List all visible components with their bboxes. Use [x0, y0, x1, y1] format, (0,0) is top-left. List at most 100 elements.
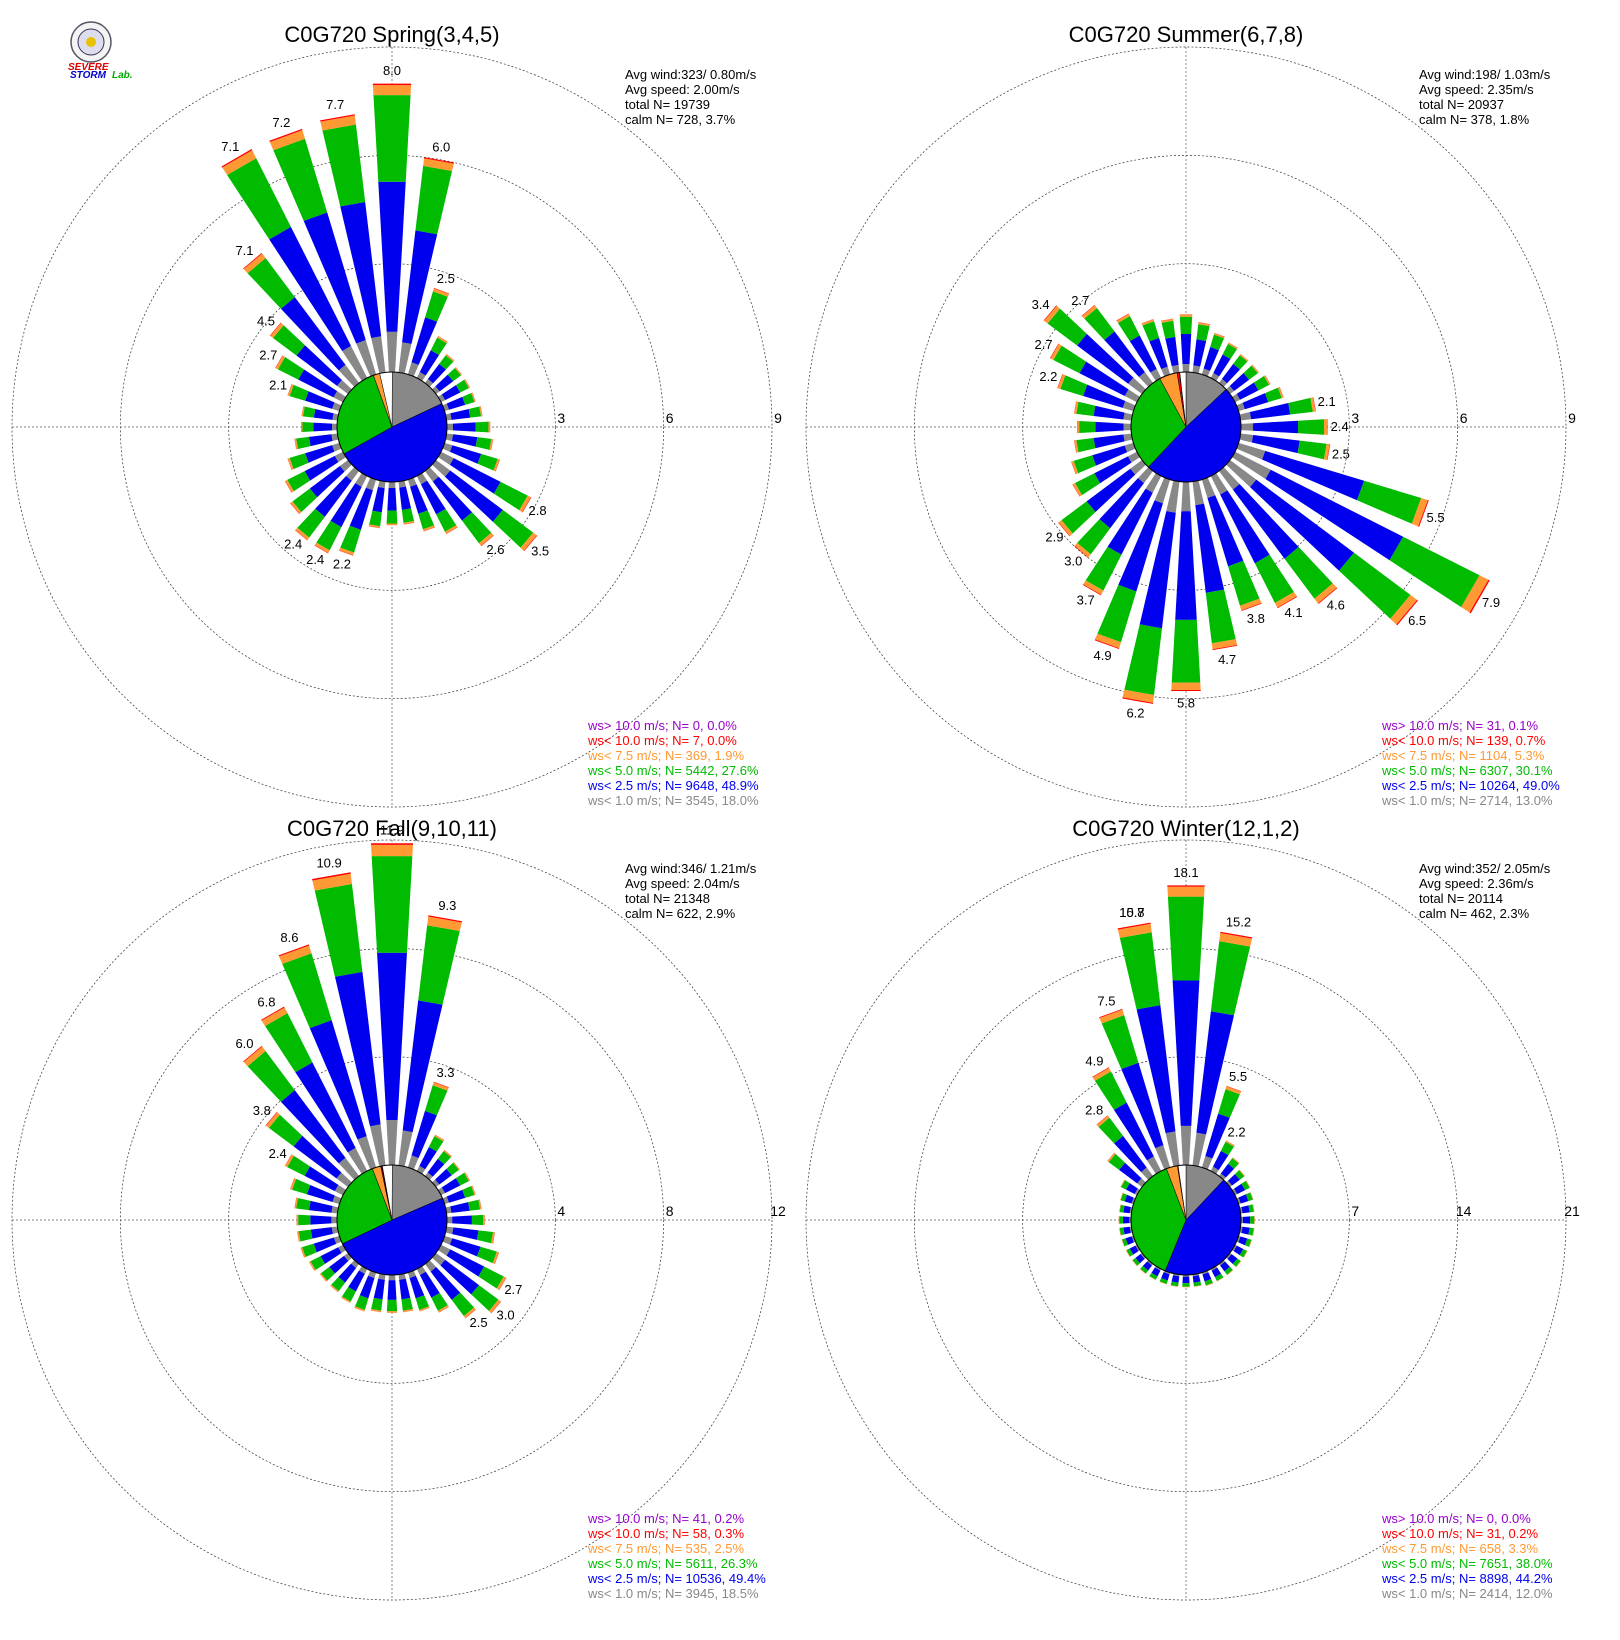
- petal-segment: [419, 1271, 440, 1298]
- ring-label: 21: [1564, 1203, 1580, 1219]
- petal-segment: [430, 1267, 461, 1300]
- petal-segment: [1193, 1285, 1202, 1287]
- petal-segment: [1214, 1273, 1224, 1282]
- petal-segment: [282, 953, 332, 1029]
- petal-segment: [519, 495, 531, 513]
- stat-line: Avg speed: 2.00m/s: [625, 82, 740, 97]
- petal-segment: [1198, 322, 1211, 325]
- petal-segment: [275, 355, 283, 369]
- petal-segment: [1099, 1009, 1125, 1024]
- petal-segment: [1044, 305, 1060, 324]
- petal-segment: [269, 130, 305, 151]
- petal-segment: [370, 1310, 382, 1313]
- petal-segment: [270, 322, 284, 338]
- petal-segment: [1120, 1180, 1130, 1190]
- petal-segment: [334, 451, 346, 463]
- petal-segment: [269, 128, 303, 142]
- logo-text-lab: Lab.: [112, 70, 133, 81]
- petal-segment: [287, 383, 292, 396]
- petal-segment: [331, 1206, 339, 1214]
- petal-segment: [338, 1157, 360, 1180]
- petal-segment: [1203, 346, 1219, 371]
- petal-segment: [438, 1244, 451, 1256]
- petal-segment: [1182, 1276, 1190, 1284]
- petal-segment: [1192, 1132, 1207, 1167]
- petal-segment: [1310, 397, 1316, 412]
- petal-segment: [455, 379, 469, 393]
- petal-label: 15.8: [1119, 905, 1144, 920]
- petal-segment: [1159, 1281, 1167, 1285]
- panel-title: C0G720 Fall(9,10,11): [287, 816, 497, 841]
- petal-segment: [493, 458, 500, 472]
- petal-segment: [1242, 393, 1269, 410]
- petal-segment: [1213, 333, 1225, 339]
- petal-segment: [478, 1266, 504, 1289]
- petal-segment: [373, 95, 411, 182]
- wind-rose-panel-2: C0G720 Summer(6,7,8) 3 6 9 2.1 2.4 2.5 5.5 7.9 6.…: [805, 22, 1576, 808]
- petal-segment: [332, 1195, 342, 1205]
- petal-segment: [1252, 1204, 1255, 1212]
- petal-label: 3.3: [436, 1065, 454, 1080]
- petal-segment: [1220, 931, 1253, 939]
- petal-segment: [472, 392, 476, 402]
- petal-segment: [1104, 331, 1145, 377]
- petal-segment: [1226, 459, 1257, 488]
- petal-segment: [1225, 1086, 1242, 1095]
- petal-segment: [1129, 335, 1157, 373]
- petal-segment: [415, 1295, 430, 1310]
- petal-segment: [1202, 1272, 1212, 1282]
- petal-segment: [1205, 589, 1236, 644]
- petal-segment: [1239, 1169, 1245, 1177]
- petal-segment: [1171, 364, 1180, 374]
- petal-segment: [1241, 1180, 1250, 1191]
- legend-line: ws< 10.0 m/s; N= 31, 0.2%: [1381, 1526, 1539, 1541]
- petal-segment: [463, 1307, 476, 1318]
- petal-segment: [312, 872, 351, 881]
- petal-segment: [1242, 1216, 1251, 1224]
- petal-segment: [1180, 1125, 1192, 1166]
- petal-segment: [1265, 375, 1271, 385]
- ring-label: 3: [1351, 410, 1359, 426]
- petal-segment: [287, 1155, 311, 1176]
- petal-segment: [1131, 1197, 1136, 1205]
- petal-segment: [1235, 1170, 1245, 1180]
- ring-label: 7: [1351, 1203, 1359, 1219]
- stat-line: total N= 19739: [625, 97, 710, 112]
- petal-segment: [261, 1007, 288, 1027]
- petal-segment: [446, 1189, 466, 1203]
- logo-seal-center: [86, 37, 96, 47]
- petal-segment: [1339, 552, 1411, 619]
- ring-label: 6: [666, 410, 674, 426]
- petal-label: 2.4: [284, 537, 302, 552]
- petal-segment: [1167, 886, 1205, 897]
- petal-segment: [1128, 377, 1146, 395]
- petal-segment: [1058, 522, 1070, 537]
- petal-segment: [1095, 421, 1124, 433]
- petal-segment: [1166, 480, 1180, 513]
- petal-segment: [296, 1197, 311, 1211]
- petal-segment: [446, 1249, 485, 1277]
- petal-segment: [1125, 1250, 1130, 1257]
- petal-segment: [350, 1260, 360, 1268]
- petal-segment: [298, 369, 338, 398]
- petal-label: 3.8: [1247, 611, 1265, 626]
- petal-segment: [1124, 624, 1162, 696]
- petal-segment: [1119, 1227, 1121, 1236]
- petal-label: 2.2: [1227, 1124, 1245, 1139]
- stat-line: calm N= 622, 2.9%: [625, 906, 736, 921]
- petal-segment: [445, 527, 458, 535]
- petal-segment: [1234, 1183, 1246, 1195]
- panel-title: C0G720 Summer(6,7,8): [1069, 22, 1304, 47]
- petal-segment: [1218, 1260, 1225, 1266]
- pie-border: [1130, 371, 1242, 483]
- petal-segment: [1107, 1152, 1116, 1163]
- petal-segment: [269, 322, 282, 336]
- petal-segment: [1116, 313, 1130, 323]
- ring-label: 9: [774, 410, 782, 426]
- petal-segment: [1228, 560, 1260, 606]
- petal-segment: [478, 1199, 482, 1210]
- petal-segment: [409, 1275, 425, 1299]
- petal-segment: [1123, 412, 1133, 421]
- petal-segment: [1313, 397, 1316, 412]
- pie-border: [336, 1164, 448, 1276]
